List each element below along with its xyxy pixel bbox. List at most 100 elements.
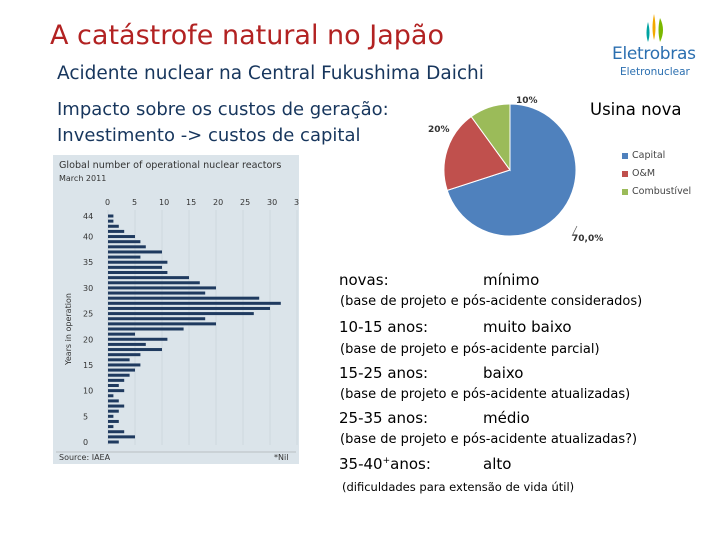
category-note-35-40: (dificuldades para extensão de vida útil… [342,480,575,494]
reactor-bar [108,327,184,331]
reactor-bar [108,389,125,393]
category-label-35-40-tail: anos: [390,455,431,473]
reactor-chart-ylabel: Years in operation [64,293,73,366]
pie-label-om: 20% [428,125,450,135]
reactor-bar [108,317,206,321]
eletrobras-logo [646,14,663,42]
legend-label-combustivel: Combustível [632,186,692,197]
reactor-bar [108,245,146,249]
category-value-25-35: médio [483,409,530,427]
reactor-bar [108,219,114,223]
legend-label-capital: Capital [632,150,666,161]
slide-title: A catástrofe natural no Japão [50,20,444,51]
category-label-35-40-main: 35-40 [339,455,383,473]
reactor-xtick: 10 [159,198,169,207]
category-value-15-25: baixo [483,364,524,382]
reactor-bar [108,214,114,218]
reactor-bar [108,240,141,244]
category-row-10-15: 10-15 anos: muito baixo [339,318,679,338]
legend-label-om: O&M [632,168,656,179]
category-note-10-15: (base de projeto e pós-acidente parcial) [340,342,600,357]
reactor-bar [108,419,119,423]
reactor-bar [108,332,135,336]
category-label-35-40: 35-40+anos: [339,455,431,473]
category-row-15-25: 15-25 anos: baixo [339,364,679,384]
pie-slice-capital [446,103,577,237]
reactor-chart-footnote: *Nil [274,453,288,462]
reactor-bar [108,322,216,326]
legend-swatch-combustivel [622,188,628,195]
reactor-bar [108,235,135,239]
category-note-novas: (base de projeto e pós-acidente consider… [340,294,643,309]
usina-nova-label: Usina nova [590,100,682,119]
legend-item-om: O&M [622,168,655,179]
pie-slice-om [443,115,511,192]
reactor-bar [108,353,141,357]
impact-line-2: Investimento -> custos de capital [57,125,361,146]
reactor-bar [108,255,141,259]
reactor-chart-title: Global number of operational nuclear rea… [59,160,281,171]
reactor-bar [108,306,270,310]
reactor-bar [108,430,125,434]
reactor-chart-date: March 2011 [59,174,106,183]
category-label-35-40-sup: + [382,456,391,466]
reactor-bar [108,414,114,418]
legend-item-capital: Capital [622,150,665,161]
reactor-bar [108,337,168,341]
reactor-bar [108,265,162,269]
reactor-bar [108,342,146,346]
reactor-bar [108,440,119,444]
reactor-bar [108,399,119,403]
reactor-ytick: 10 [83,387,93,396]
category-label-novas: novas: [339,271,389,289]
cost-pie-chart: 70,0% 20% 10% [428,96,603,244]
legend-swatch-om [622,170,628,177]
reactor-bar [108,224,119,228]
reactor-bar [108,296,260,300]
reactor-bar [108,271,168,274]
reactor-bar [108,394,114,398]
pie-label-capital: 70,0% [572,234,603,244]
pie-slice-combustivel [470,103,511,172]
reactor-bar [108,373,130,377]
category-row-novas: novas: mínimo [339,271,679,291]
category-value-35-40: alto [483,455,512,473]
reactor-ytick: 40 [83,233,93,242]
reactor-bar [108,312,254,316]
logo-subname: Eletronuclear [620,66,690,78]
reactor-xtick: 5 [132,198,137,207]
logo-name: Eletrobras [612,44,696,64]
reactor-age-chart: Global number of operational nuclear rea… [53,155,299,464]
reactor-bar [108,291,206,295]
reactor-ytick: 0 [83,438,88,447]
reactor-bar [108,301,281,305]
reactor-bar [108,378,125,382]
reactor-bar [108,425,114,429]
reactor-xtick: 15 [186,198,196,207]
reactor-bar [108,368,135,372]
pie-label-combustivel: 10% [516,96,538,106]
reactor-bar [108,229,125,233]
reactor-ytick: 5 [83,412,88,421]
category-label-25-35: 25-35 anos: [339,409,429,427]
category-row-25-35: 25-35 anos: médio [339,409,679,429]
reactor-bar [108,286,216,290]
reactor-ytick: 30 [83,284,93,293]
reactor-bar [108,281,200,285]
reactor-bar [108,409,119,413]
reactor-bar [108,363,141,367]
category-note-25-35: (base de projeto e pós-acidente atualiza… [340,432,638,447]
category-label-15-25: 15-25 anos: [339,364,429,382]
reactor-xtick: 25 [240,198,250,207]
reactor-bar [108,384,119,387]
reactor-ytick: 35 [83,258,93,267]
reactor-xtick: 0 [105,198,110,207]
reactor-bar [108,358,130,362]
legend-swatch-capital [622,152,628,159]
reactor-bar [108,260,168,264]
reactor-ytick: 44 [83,212,93,221]
reactor-ytick: 20 [83,335,93,344]
impact-line-1: Impacto sobre os custos de geração: [57,99,389,120]
reactor-xtick: 35 [294,198,299,207]
reactor-ytick: 25 [83,310,93,319]
